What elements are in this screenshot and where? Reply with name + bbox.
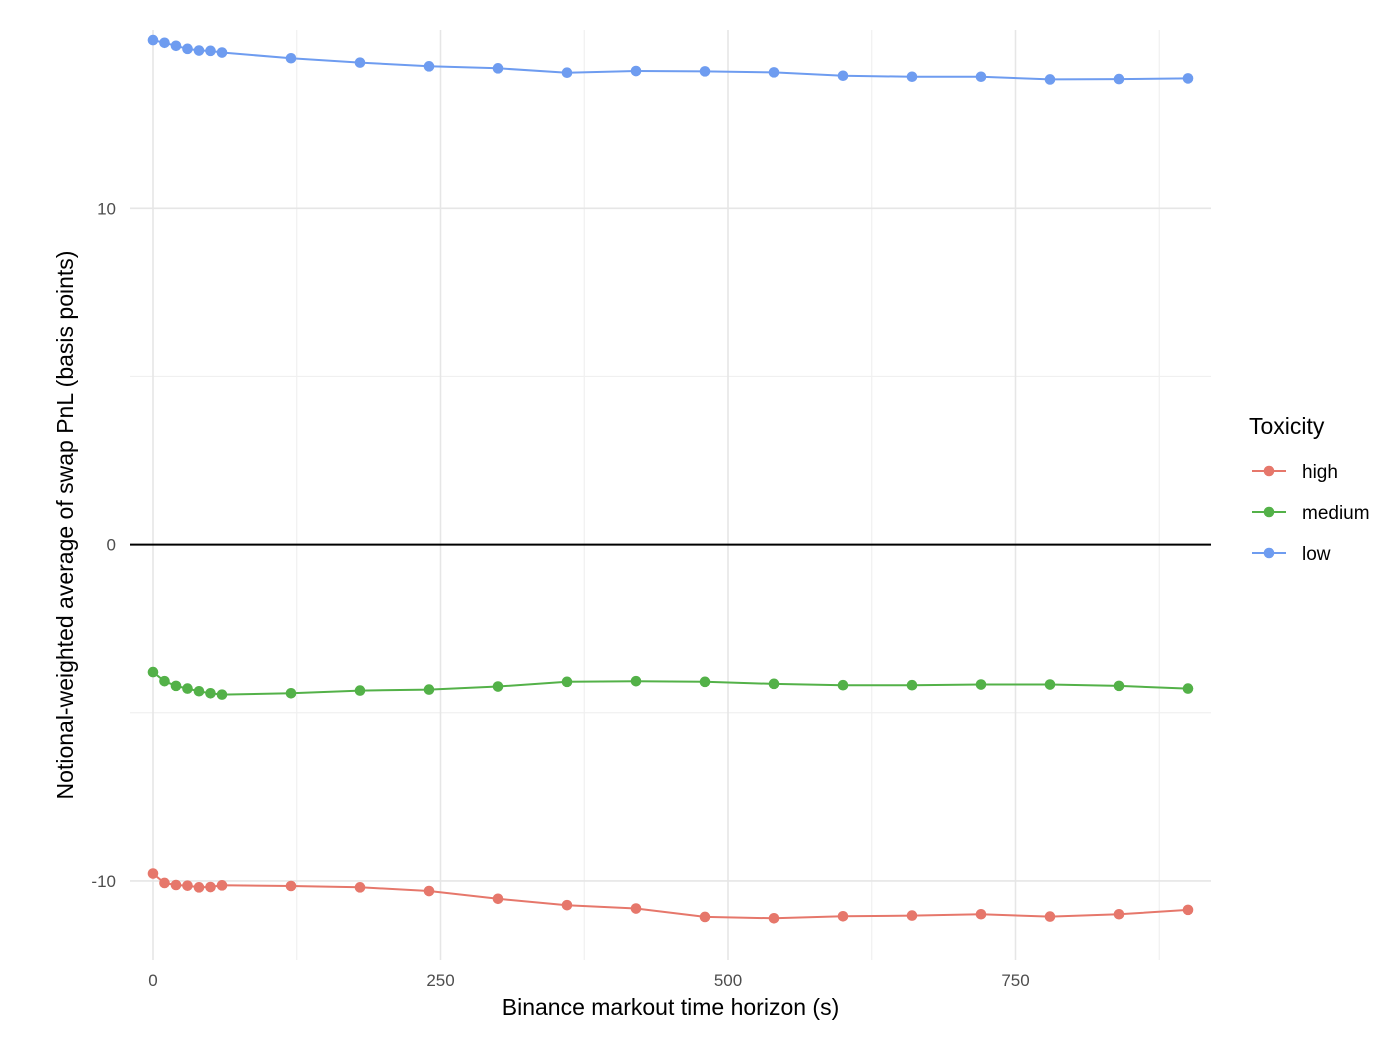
data-point-medium bbox=[182, 683, 193, 694]
data-point-high bbox=[205, 881, 216, 893]
data-point-medium bbox=[170, 680, 182, 692]
legend-key-point bbox=[1263, 547, 1275, 559]
data-point-medium bbox=[193, 685, 205, 697]
data-point-low bbox=[630, 65, 642, 77]
data-point-medium bbox=[354, 685, 366, 696]
data-point-high bbox=[1113, 908, 1125, 920]
data-point-low bbox=[1113, 73, 1125, 85]
y-tick-label: -10 bbox=[91, 872, 116, 891]
data-point-medium bbox=[699, 676, 711, 688]
data-point-medium bbox=[975, 679, 987, 690]
y-tick-label: 0 bbox=[107, 536, 116, 555]
legend-item-low: low bbox=[1252, 544, 1331, 565]
data-point-high bbox=[768, 912, 780, 924]
data-point-low bbox=[285, 52, 297, 64]
x-tick-label: 0 bbox=[148, 971, 157, 990]
y-axis-tick-labels: -10 0 10 bbox=[91, 199, 116, 891]
data-point-medium bbox=[630, 675, 642, 687]
data-point-high bbox=[630, 903, 642, 914]
data-point-medium bbox=[205, 687, 216, 699]
data-point-low bbox=[182, 43, 193, 55]
data-point-high bbox=[354, 882, 366, 893]
data-point-low bbox=[170, 40, 182, 52]
data-point-medium bbox=[1182, 683, 1194, 694]
legend-title: Toxicity bbox=[1249, 413, 1325, 439]
data-point-low bbox=[193, 45, 205, 56]
data-point-medium bbox=[561, 676, 573, 688]
y-axis-title: Notional-weighted average of swap PnL (b… bbox=[52, 251, 78, 800]
series-line-low bbox=[152, 39, 1189, 81]
x-tick-label: 250 bbox=[426, 971, 454, 990]
legend-key-point bbox=[1263, 506, 1275, 518]
data-point-low bbox=[768, 67, 780, 78]
data-point-medium bbox=[285, 687, 297, 699]
x-axis-title: Binance markout time horizon (s) bbox=[502, 994, 839, 1020]
x-axis-tick-labels: 0 250 500 750 bbox=[148, 971, 1029, 990]
data-point-low bbox=[906, 71, 918, 83]
data-point-high bbox=[159, 877, 170, 889]
data-point-high bbox=[492, 893, 504, 905]
x-tick-label: 500 bbox=[714, 971, 742, 990]
data-point-high bbox=[423, 885, 435, 897]
legend-label: high bbox=[1302, 462, 1338, 483]
legend: Toxicity high medium low bbox=[1249, 413, 1370, 565]
y-tick-label: 10 bbox=[97, 199, 116, 218]
data-point-medium bbox=[1044, 679, 1056, 690]
major-gridlines bbox=[130, 30, 1211, 960]
data-point-high bbox=[193, 882, 205, 893]
data-point-low bbox=[159, 37, 170, 49]
data-point-high bbox=[699, 911, 711, 923]
data-point-medium bbox=[906, 679, 918, 691]
data-point-high bbox=[1044, 911, 1056, 922]
data-point-low bbox=[216, 47, 228, 58]
data-point-high bbox=[147, 868, 159, 879]
data-point-low bbox=[147, 34, 159, 46]
series-high bbox=[147, 868, 1194, 924]
data-point-low bbox=[1044, 74, 1056, 85]
data-point-high bbox=[975, 908, 987, 920]
data-point-medium bbox=[768, 678, 780, 690]
data-point-medium bbox=[423, 684, 435, 695]
legend-key-point bbox=[1263, 465, 1275, 477]
data-point-high bbox=[906, 910, 918, 921]
series-medium bbox=[147, 666, 1194, 700]
minor-gridlines bbox=[130, 30, 1211, 960]
data-point-low bbox=[837, 70, 849, 82]
series-line-medium bbox=[152, 671, 1189, 696]
legend-label: low bbox=[1302, 544, 1331, 565]
data-point-low bbox=[699, 66, 711, 77]
data-point-high bbox=[837, 910, 849, 922]
data-point-high bbox=[561, 899, 573, 911]
data-point-medium bbox=[147, 666, 159, 678]
series-layer bbox=[147, 34, 1194, 924]
data-point-low bbox=[492, 63, 504, 74]
data-point-medium bbox=[216, 689, 228, 700]
legend-items: high medium low bbox=[1252, 462, 1370, 565]
data-point-high bbox=[285, 880, 297, 892]
series-low bbox=[147, 34, 1194, 85]
data-point-low bbox=[423, 61, 435, 72]
data-point-low bbox=[354, 57, 366, 68]
data-point-low bbox=[1182, 73, 1194, 84]
data-point-medium bbox=[837, 679, 849, 691]
x-tick-label: 750 bbox=[1001, 971, 1029, 990]
data-point-high bbox=[216, 880, 228, 891]
data-point-medium bbox=[159, 675, 170, 687]
legend-item-high: high bbox=[1252, 462, 1338, 483]
data-point-high bbox=[182, 880, 193, 891]
data-point-low bbox=[205, 45, 216, 57]
data-point-medium bbox=[1113, 680, 1125, 692]
data-point-high bbox=[170, 879, 182, 891]
data-point-high bbox=[1182, 904, 1194, 916]
data-point-low bbox=[561, 67, 573, 79]
legend-label: medium bbox=[1302, 503, 1370, 524]
legend-item-medium: medium bbox=[1252, 503, 1370, 524]
data-point-low bbox=[975, 71, 987, 83]
data-point-medium bbox=[492, 681, 504, 692]
